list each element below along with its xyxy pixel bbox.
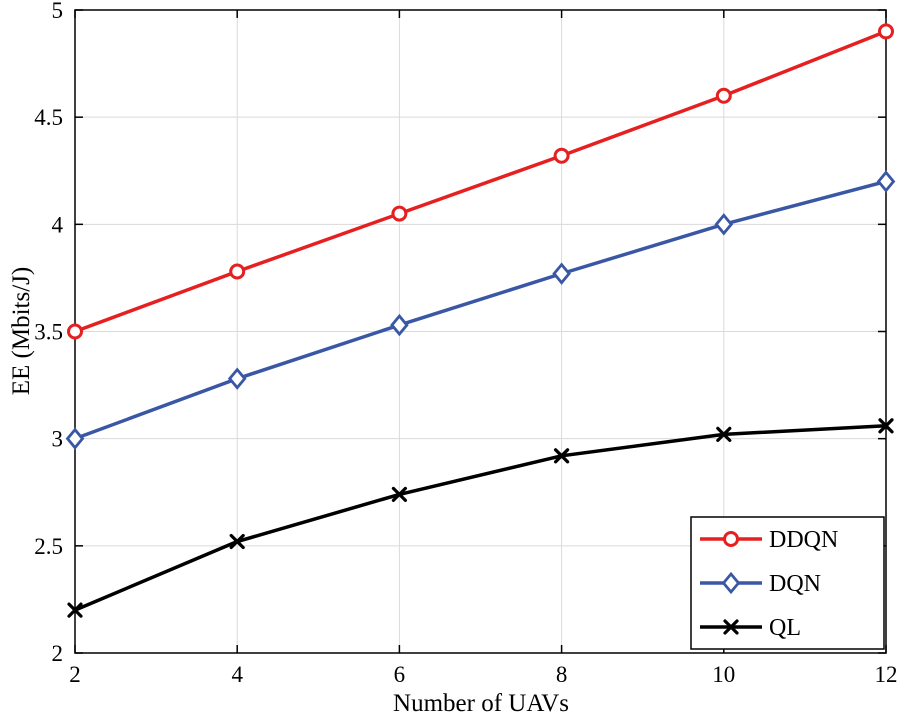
x-axis-label: Number of UAVs	[393, 690, 569, 717]
y-tick-label: 3	[52, 427, 64, 452]
marker-ddqn	[391, 205, 408, 222]
series-line-dqn	[74, 179, 887, 441]
legend-marker-dqn	[721, 571, 741, 595]
marker-ql	[67, 602, 83, 618]
y-tick-label: 4	[52, 212, 64, 237]
x-tick-label: 6	[394, 662, 406, 687]
x-tick-label: 10	[712, 662, 735, 687]
marker-dqn	[714, 213, 734, 236]
y-axis-label: EE (Mbits/J)	[8, 266, 35, 396]
series-line-ddqn	[74, 29, 887, 334]
marker-ql	[229, 533, 245, 550]
y-tick-label: 3.5	[34, 320, 63, 345]
marker-ql	[716, 426, 732, 442]
y-tick-label: 2.5	[34, 534, 63, 559]
y-tick-label: 2	[52, 641, 64, 666]
marker-ddqn	[229, 263, 246, 280]
marker-dqn	[876, 170, 896, 193]
y-tick-label: 5	[52, 0, 64, 23]
y-tick-label: 4.5	[34, 105, 63, 130]
legend-label-dqn: DQN	[769, 571, 821, 597]
x-tick-label: 12	[875, 662, 898, 687]
marker-dqn	[65, 427, 85, 450]
x-tick-label: 2	[69, 662, 81, 687]
marker-ddqn	[553, 147, 570, 164]
marker-ql	[391, 486, 407, 502]
marker-dqn	[390, 313, 409, 337]
marker-ql	[878, 418, 894, 434]
marker-ddqn	[67, 323, 83, 340]
marker-ql	[554, 448, 570, 464]
marker-ddqn	[715, 87, 732, 104]
legend-marker-ql	[723, 619, 739, 635]
x-tick-label: 4	[231, 662, 243, 687]
series-line-ql	[74, 424, 887, 612]
legend-label-ql: QL	[769, 615, 801, 641]
legend-marker-ddqn	[723, 531, 739, 547]
marker-dqn	[227, 367, 247, 390]
marker-ddqn	[878, 23, 894, 40]
marker-dqn	[552, 262, 571, 285]
legend-label-ddqn: DDQN	[769, 527, 838, 553]
x-tick-label: 8	[556, 662, 568, 687]
